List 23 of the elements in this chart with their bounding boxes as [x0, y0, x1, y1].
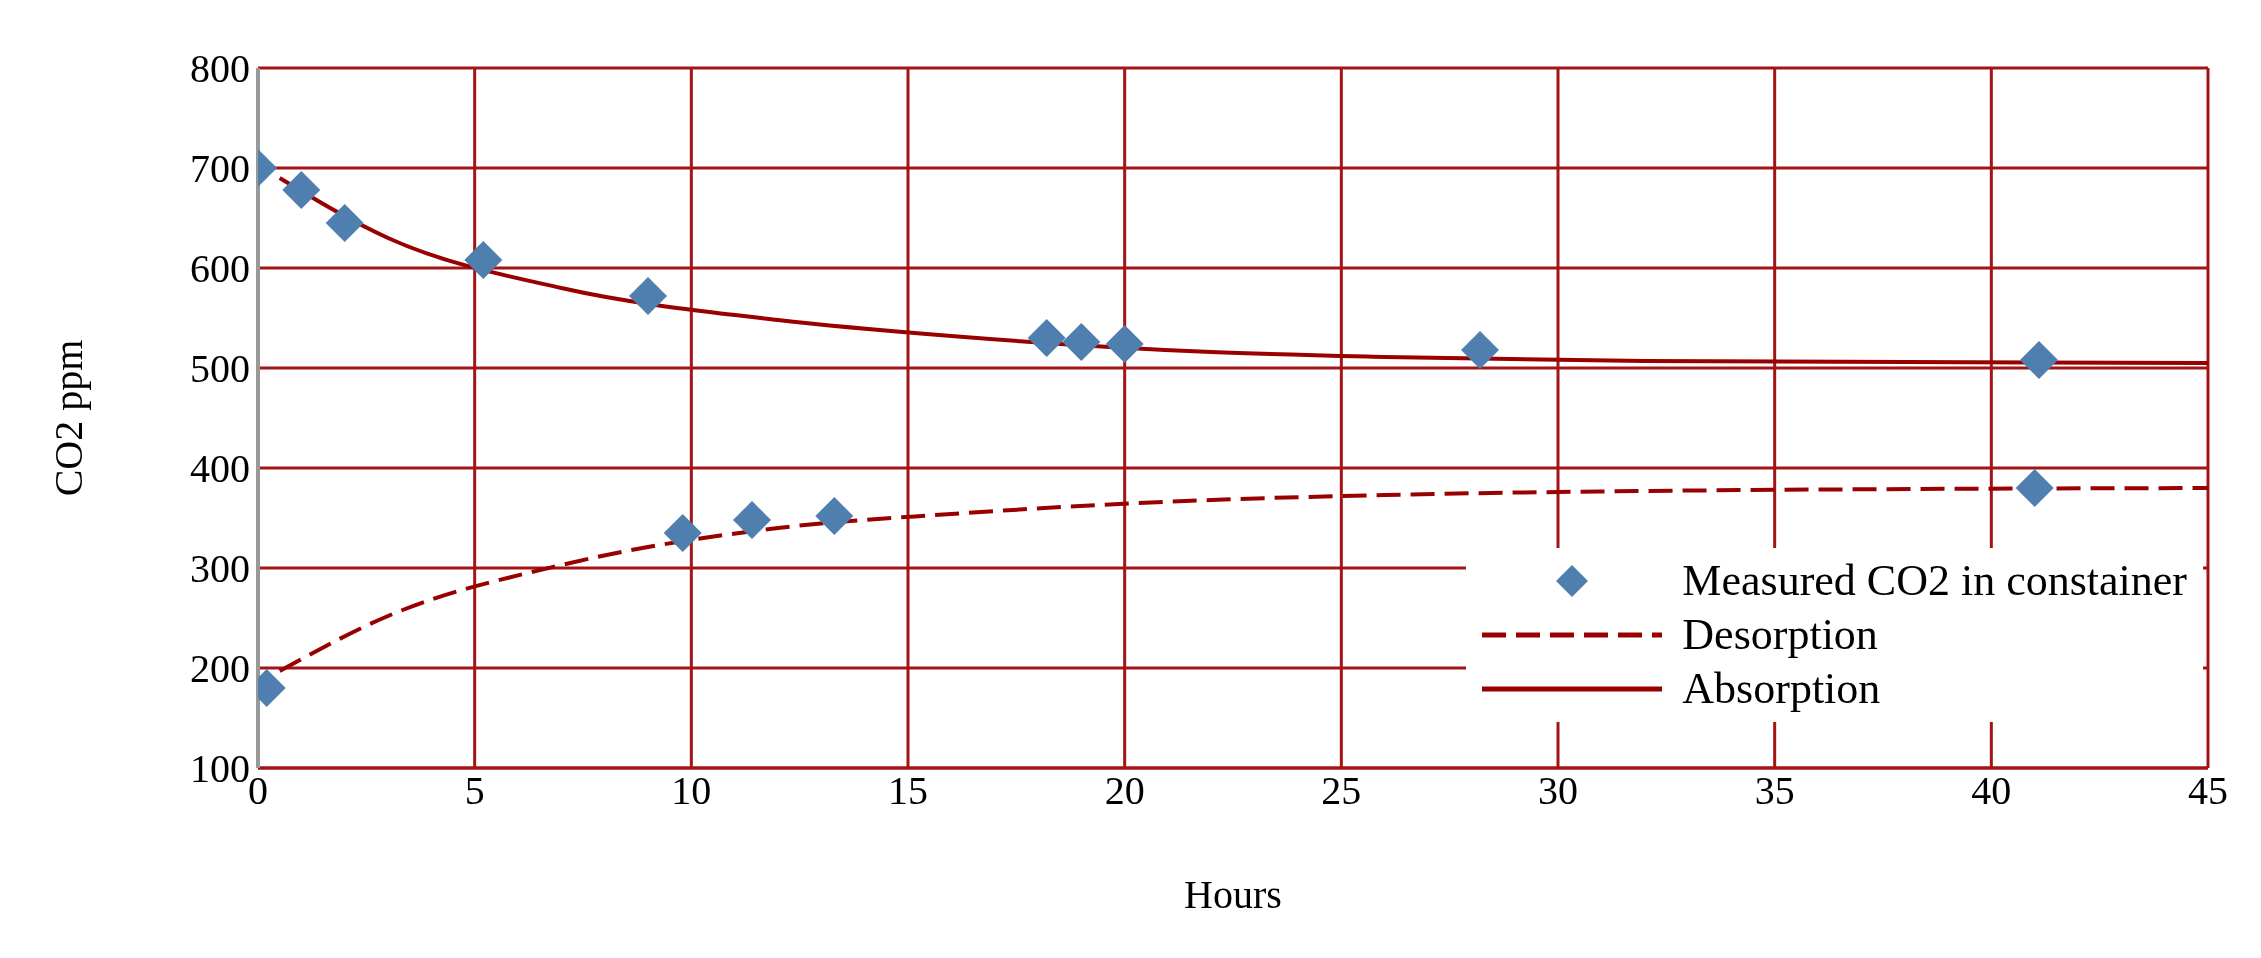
legend-label: Absorption: [1682, 663, 1881, 715]
y-tick-label: 500: [190, 346, 250, 392]
x-axis-title: Hours: [1184, 872, 1282, 917]
y-tick-label: 100: [190, 746, 250, 792]
x-tick-label: 35: [1754, 768, 1795, 814]
y-tick-label: 200: [190, 646, 250, 692]
y-tick-label: 700: [190, 146, 250, 192]
x-tick-label: 5: [464, 768, 485, 814]
y-tick-label: 400: [190, 446, 250, 492]
x-tick-label: 25: [1321, 768, 1362, 814]
y-tick-label: 600: [190, 246, 250, 292]
x-tick-label: 10: [671, 768, 712, 814]
x-tick-label: 30: [1538, 768, 1578, 814]
x-tick-label: 40: [1971, 768, 2012, 814]
x-tick-label: 45: [2188, 768, 2228, 814]
legend-label: Measured CO2 in constainer: [1682, 555, 2187, 607]
y-tick-label: 800: [190, 46, 250, 92]
legend-label: Desorption: [1682, 609, 1878, 661]
x-tick-label: 15: [888, 768, 928, 814]
y-axis-title: CO2 ppm: [46, 339, 92, 497]
x-tick-label: 20: [1104, 768, 1145, 814]
x-tick-label: 0: [248, 768, 268, 814]
y-tick-label: 300: [190, 546, 250, 592]
